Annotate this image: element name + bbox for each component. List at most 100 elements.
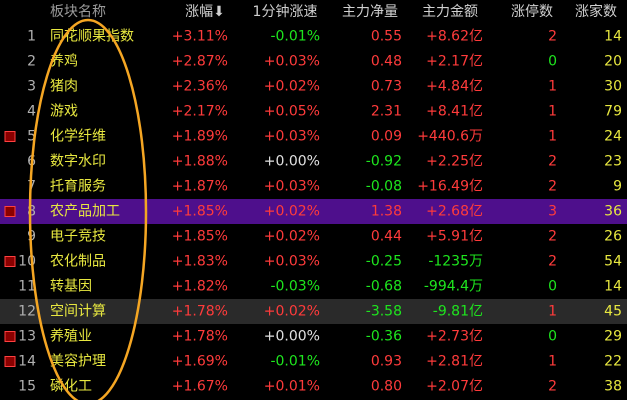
cell: 24 xyxy=(604,129,622,145)
cell: 13 xyxy=(18,329,36,345)
sector-name[interactable]: 转基因 xyxy=(50,278,92,295)
cell: 1 xyxy=(548,79,557,95)
cell: +0.03% xyxy=(264,179,320,195)
cell: +2.81亿 xyxy=(426,354,483,370)
cell: 26 xyxy=(604,229,622,245)
expand-icon[interactable] xyxy=(4,206,16,217)
cell: +2.07亿 xyxy=(426,379,483,395)
sector-name[interactable]: 农化制品 xyxy=(50,254,106,270)
cell: 0 xyxy=(548,329,557,345)
cell: +2.17亿 xyxy=(426,54,483,70)
sector-name[interactable]: 空间计算 xyxy=(50,304,106,320)
cell: +0.03% xyxy=(264,54,320,70)
cell: -0.03% xyxy=(270,279,320,295)
cell: 4 xyxy=(27,104,36,120)
expand-icon[interactable] xyxy=(4,131,16,142)
cell: 1 xyxy=(548,304,557,320)
cell: +1.69% xyxy=(172,354,228,370)
cell: +1.88% xyxy=(172,154,228,170)
sector-name[interactable]: 农产品加工 xyxy=(50,204,120,220)
expand-icon[interactable] xyxy=(4,331,16,342)
sector-name[interactable]: 养殖业 xyxy=(50,328,92,345)
cell: -0.25 xyxy=(366,254,402,270)
sector-name[interactable]: 美容护理 xyxy=(50,353,106,370)
cell: 0.73 xyxy=(371,79,402,95)
cell: 22 xyxy=(604,354,622,370)
cell: 2.31 xyxy=(371,104,402,120)
sector-name[interactable]: 电子竞技 xyxy=(50,228,106,245)
cell: 20 xyxy=(604,54,622,70)
cell: 1.38 xyxy=(371,204,402,220)
cell: 2 xyxy=(27,54,36,70)
cell: +2.87% xyxy=(172,54,228,70)
column-header[interactable]: 主力净量 xyxy=(342,4,398,20)
row-selected xyxy=(0,199,627,224)
cell: 54 xyxy=(604,254,622,270)
cell: 2 xyxy=(548,254,557,270)
cell: +16.49亿 xyxy=(417,179,483,195)
cell: +1.78% xyxy=(172,329,228,345)
cell: +1.87% xyxy=(172,179,228,195)
cell: -0.68 xyxy=(366,279,402,295)
sector-name[interactable]: 托育服务 xyxy=(50,179,106,195)
cell: 14 xyxy=(604,279,622,295)
sector-name[interactable]: 化学纤维 xyxy=(50,129,106,145)
cell: +2.36% xyxy=(172,79,228,95)
cell: +1.85% xyxy=(172,229,228,245)
cell: 0 xyxy=(548,54,557,70)
cell: 45 xyxy=(604,304,622,320)
cell: +0.01% xyxy=(264,379,320,395)
cell: +3.11% xyxy=(172,29,228,45)
cell: 2 xyxy=(548,154,557,170)
cell: 15 xyxy=(18,379,36,395)
column-header[interactable]: 1分钟涨速 xyxy=(253,3,318,20)
cell: -0.01% xyxy=(270,29,320,45)
cell: +0.03% xyxy=(264,254,320,270)
row-hover xyxy=(0,299,627,324)
sector-name[interactable]: 游戏 xyxy=(50,104,78,120)
expand-icon[interactable] xyxy=(4,356,16,367)
cell: 12 xyxy=(18,304,36,320)
cell: 79 xyxy=(604,104,622,120)
cell: +1.83% xyxy=(172,254,228,270)
cell: +2.25亿 xyxy=(426,154,483,170)
sector-name[interactable]: 磷化工 xyxy=(50,379,92,395)
sector-name[interactable]: 同花顺果指数 xyxy=(50,29,134,45)
column-header[interactable]: 板块名称 xyxy=(50,4,106,20)
cell: 0.55 xyxy=(371,29,402,45)
cell: 14 xyxy=(18,354,36,370)
column-header[interactable]: 涨家数 xyxy=(575,3,617,20)
cell: -0.36 xyxy=(366,329,402,345)
cell: -994.4万 xyxy=(424,279,483,295)
cell: +4.84亿 xyxy=(426,79,483,95)
cell: -9.81亿 xyxy=(433,304,483,320)
cell: +1.67% xyxy=(172,379,228,395)
cell: +440.6万 xyxy=(417,129,483,145)
column-header[interactable]: 主力金额 xyxy=(422,4,478,20)
cell: +0.05% xyxy=(264,104,320,120)
cell: +0.00% xyxy=(264,154,320,170)
column-header[interactable]: 涨停数 xyxy=(511,3,553,20)
highlight-ellipse xyxy=(28,18,148,400)
cell: 0.09 xyxy=(371,129,402,145)
cell: 14 xyxy=(604,29,622,45)
cell: 0.48 xyxy=(371,54,402,70)
column-header[interactable]: 涨幅⬇ xyxy=(185,4,225,20)
cell: 2 xyxy=(548,229,557,245)
expand-icon[interactable] xyxy=(4,256,16,267)
sector-name[interactable]: 猪肉 xyxy=(50,79,78,95)
cell: +0.02% xyxy=(264,229,320,245)
sector-name[interactable]: 数字水印 xyxy=(50,154,106,170)
cell: +5.91亿 xyxy=(426,229,483,245)
cell: 30 xyxy=(604,79,622,95)
sector-name[interactable]: 养鸡 xyxy=(50,53,78,70)
cell: 0.44 xyxy=(371,229,402,245)
cell: 0 xyxy=(548,279,557,295)
cell: +0.03% xyxy=(264,129,320,145)
cell: 2 xyxy=(548,29,557,45)
cell: 36 xyxy=(604,204,622,220)
cell: 1 xyxy=(548,354,557,370)
cell: 23 xyxy=(604,154,622,170)
